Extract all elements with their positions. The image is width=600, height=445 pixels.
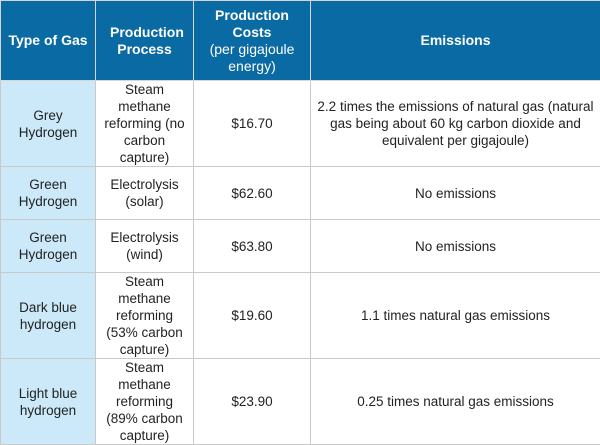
cost-cell: $23.90 <box>194 359 311 445</box>
header-production-process: Production Process <box>96 1 194 81</box>
process-cell: Electrolysis (wind) <box>96 220 194 273</box>
process-cell: Steam methane reforming (53% carbon capt… <box>96 273 194 359</box>
cost-cell: $62.60 <box>194 167 311 220</box>
process-cell: Electrolysis (solar) <box>96 167 194 220</box>
emissions-cell: 2.2 times the emissions of natural gas (… <box>311 81 600 167</box>
emissions-cell: No emissions <box>311 167 600 220</box>
gas-type-cell: Light blue hydrogen <box>1 359 96 445</box>
header-row: Type of Gas Production Process Productio… <box>1 1 600 81</box>
emissions-cell: 1.1 times natural gas emissions <box>311 273 600 359</box>
header-label: Type of Gas <box>8 32 87 48</box>
header-type-of-gas: Type of Gas <box>1 1 96 81</box>
cost-cell: $63.80 <box>194 220 311 273</box>
cost-cell: $16.70 <box>194 81 311 167</box>
gas-type-cell: Green Hydrogen <box>1 220 96 273</box>
gas-type-cell: Green Hydrogen <box>1 167 96 220</box>
gas-type-cell: Dark blue hydrogen <box>1 273 96 359</box>
emissions-cell: No emissions <box>311 220 600 273</box>
header-label: Production Process <box>110 24 184 57</box>
process-cell: Steam methane reforming (89% carbon capt… <box>96 359 194 445</box>
header-sublabel: (per gigajoule energy) <box>198 41 306 75</box>
gas-type-cell: Grey Hydrogen <box>1 81 96 167</box>
emissions-cell: 0.25 times natural gas emissions <box>311 359 600 445</box>
header-emissions: Emissions <box>311 1 600 81</box>
cost-cell: $19.60 <box>194 273 311 359</box>
header-production-costs: Production Costs(per gigajoule energy) <box>194 1 311 81</box>
header-label: Emissions <box>420 32 490 48</box>
process-cell: Steam methane reforming (no carbon captu… <box>96 81 194 167</box>
header-label: Production Costs <box>215 7 289 40</box>
